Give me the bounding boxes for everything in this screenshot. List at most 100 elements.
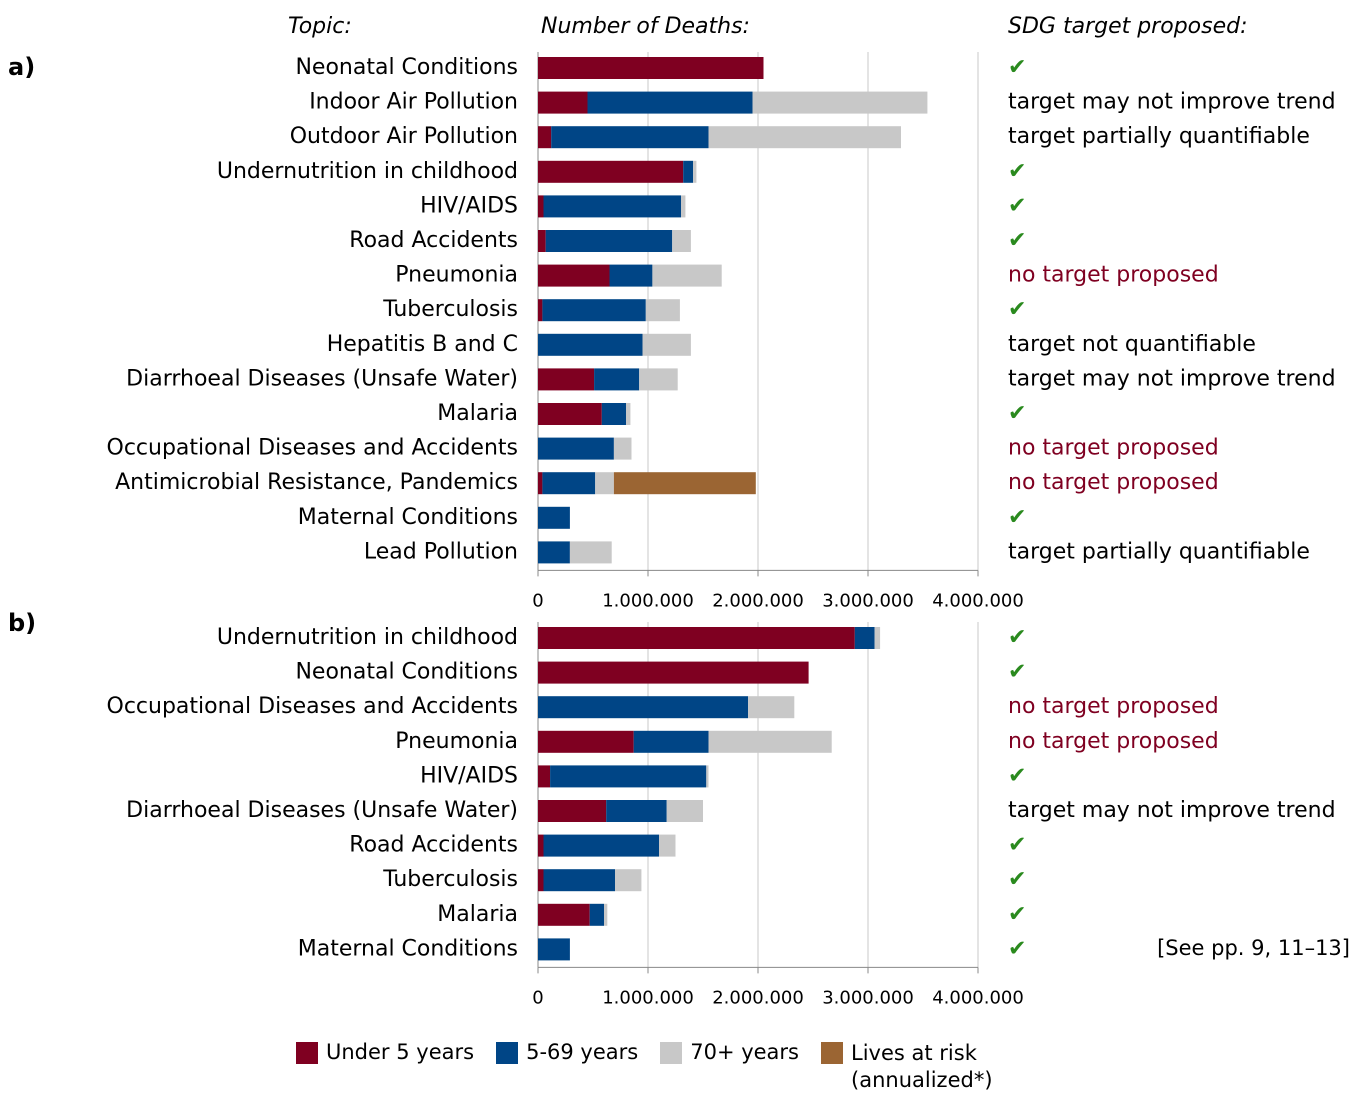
category-label: Pneumonia [395,263,518,288]
bar-segment [748,696,795,719]
bar-segment [587,91,753,114]
bar-segment [538,437,614,460]
bar-segment [645,299,680,322]
bar-segment [681,195,686,218]
legend-label: 5-69 years [526,1040,639,1064]
legend-label: Lives at risk (annualized*) [851,1041,993,1092]
bar-segment [543,195,681,218]
x-tick-label: 1.000.000 [602,590,694,611]
bar-segment [550,765,707,788]
legend-swatch [496,1042,519,1064]
category-label: Hepatitis B and C [327,332,518,357]
target-text: target partially quantifiable [1008,124,1310,149]
bar-segment [693,160,697,183]
x-tick-label: 4.000.000 [932,590,1024,611]
bar-segment [538,160,684,183]
bar-segment [538,230,546,252]
target-text: ✔ [1008,159,1026,184]
bar-segment [613,437,632,460]
category-label: Lead Pollution [364,539,518,564]
topic-header: Topic: [288,14,352,39]
legend-label: Under 5 years [326,1040,475,1064]
panel-label: a) [8,53,35,81]
category-label: Tuberculosis [382,867,518,892]
bar-segment [538,299,543,322]
legend-item: 70+ years [660,1040,799,1064]
x-tick-label: 2.000.000 [712,987,804,1008]
target-text: ✔ [1008,228,1026,253]
bar-segment [604,903,608,926]
bar-segment [538,696,749,719]
bar-segment [854,627,875,649]
target-text: ✔ [1008,297,1026,322]
bar-segment [615,869,642,892]
bar-segment [542,472,596,495]
bar-segment [752,91,928,114]
target-text: ✔ [1008,902,1026,927]
bar-segment [538,627,855,649]
bar-segment [595,472,614,495]
category-label: Outdoor Air Pollution [290,124,518,149]
x-tick-label: 3.000.000 [822,987,914,1008]
legend-label: 70+ years [690,1040,800,1064]
legend-swatch [821,1042,844,1064]
x-tick-label: 3.000.000 [822,590,914,611]
bar-segment [672,230,691,252]
x-tick-label: 1.000.000 [602,987,694,1008]
category-label: Neonatal Conditions [295,55,518,80]
bar-segment [538,57,764,79]
bar-segment [538,834,544,857]
bar-segment [538,333,643,356]
bar-segment [538,800,607,822]
bar-segment [538,91,588,114]
bar-segment [626,403,631,425]
category-label: Diarrhoeal Diseases (Unsafe Water) [126,366,518,391]
category-label: Diarrhoeal Diseases (Unsafe Water) [126,798,518,823]
bar-segment [683,160,694,183]
bar-segment [594,368,640,391]
category-label: HIV/AIDS [420,193,518,218]
target-header: SDG target proposed: [1008,14,1248,39]
category-label: Antimicrobial Resistance, Pandemics [115,470,518,495]
bar-segment [652,264,722,287]
bar-segment [538,403,602,425]
x-tick-label: 0 [532,590,543,611]
target-text: no target proposed [1008,470,1219,495]
category-label: Tuberculosis [382,297,518,322]
bar-segment [538,869,544,892]
target-text: no target proposed [1008,729,1219,754]
bar-segment [639,368,678,391]
category-label: Pneumonia [395,729,518,754]
bar-segment [543,869,615,892]
bar-segment [538,472,543,495]
category-label: Malaria [437,902,518,927]
legend: Under 5 years 5-69 years 70+ years Lives at… [296,1040,1023,1094]
target-text: target partially quantifiable [1008,539,1310,564]
category-label: Road Accidents [349,833,518,858]
target-text: ✔ [1008,867,1026,892]
target-text: target not quantifiable [1008,332,1256,357]
x-tick-label: 0 [532,987,543,1008]
category-label: Undernutrition in childhood [217,625,518,650]
x-tick-label: 4.000.000 [932,987,1024,1008]
category-label: Maternal Conditions [298,505,518,530]
bar-segment [589,903,604,926]
bar-segment [538,938,570,961]
footnote: [See pp. 9, 11–13] [1157,936,1350,960]
bar-segment [642,333,691,356]
bar-segment [543,834,659,857]
bar-segment [542,299,646,322]
deaths-header: Number of Deaths: [541,14,750,39]
category-label: Road Accidents [349,228,518,253]
target-text: ✔ [1008,505,1026,530]
target-text: ✔ [1008,193,1026,218]
category-label: Occupational Diseases and Accidents [107,694,519,719]
target-text: target may not improve trend [1008,366,1336,391]
bar-segment [606,800,667,822]
target-text: ✔ [1008,660,1026,685]
bar-segment [545,230,673,252]
target-text: no target proposed [1008,263,1219,288]
bar-segment [538,730,634,753]
category-label: Undernutrition in childhood [217,159,518,184]
